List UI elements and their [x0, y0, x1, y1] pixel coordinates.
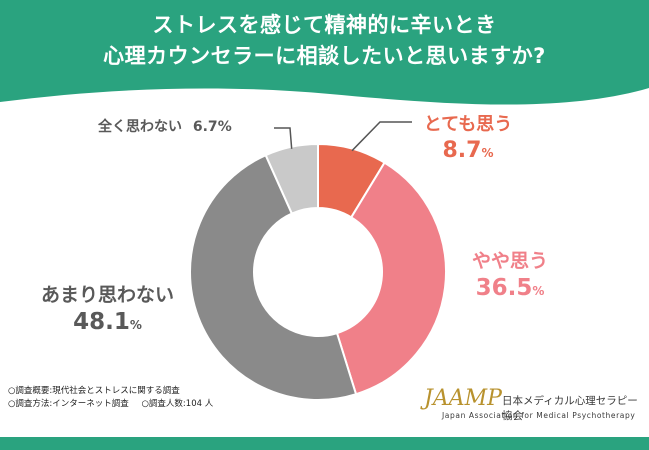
slice-label-somewhat-unit: % [532, 284, 545, 298]
leader-line-not-at-all [274, 127, 293, 149]
logo-name-jp: 日本メディカル心理セラピー協会 [502, 395, 638, 422]
donut-slice-not-at-all [264, 142, 319, 215]
donut-slice-not-much [188, 153, 358, 401]
slice-label-somewhat-value: 36.5 [475, 275, 533, 301]
survey-notes: ○調査概要:現代社会とストレスに関する調査 ○調査方法:インターネット調査 ○調… [8, 385, 223, 411]
slice-label-somewhat-name: やや思う [471, 250, 548, 272]
leader-line-very-much [351, 121, 412, 152]
note-method: ○調査方法:インターネット調査 [8, 399, 129, 409]
logo-mark: JAAMP [424, 386, 502, 411]
slice-label-not-at-all: 全く思わない 6.7% [98, 116, 232, 136]
slice-label-not-much-name: あまり思わない [40, 284, 174, 306]
title-line-2: 心理カウンセラーに相談したいと思いますか? [103, 44, 546, 68]
slice-label-very-much-unit: % [481, 146, 494, 160]
slice-label-very-much-value: 8.7 [442, 138, 482, 163]
slice-label-somewhat: やや思う 36.5% [460, 246, 560, 301]
note-overview: ○調査概要:現代社会とストレスに関する調査 [8, 386, 180, 396]
slice-label-not-at-all-name: 全く思わない [98, 119, 182, 135]
footer-band [0, 437, 649, 450]
donut-slice-somewhat [335, 161, 447, 396]
jaamp-logo: JAAMP 日本メディカル心理セラピー協会 Japan Association … [424, 386, 639, 426]
slice-label-very-much-name: とても思う [423, 114, 513, 135]
slice-label-not-much-unit: % [129, 318, 142, 332]
slice-label-not-at-all-unit: % [217, 119, 232, 135]
header-banner: ストレスを感じて精神的に辛いとき 心理カウンセラーに相談したいと思いますか? [0, 0, 649, 88]
title-line-1: ストレスを感じて精神的に辛いとき [152, 13, 497, 37]
chart-title: ストレスを感じて精神的に辛いとき 心理カウンセラーに相談したいと思いますか? [0, 10, 649, 72]
logo-name-en: Japan Association for Medical Psychother… [442, 411, 636, 420]
slice-label-not-much: あまり思わない 48.1% [20, 280, 195, 335]
note-count: ○調査人数:104 人 [141, 399, 214, 409]
header-wave [0, 80, 649, 105]
slice-label-very-much: とても思う 8.7% [418, 110, 518, 163]
slice-label-not-at-all-value: 6.7 [192, 119, 218, 135]
slice-label-not-much-value: 48.1 [73, 309, 130, 335]
